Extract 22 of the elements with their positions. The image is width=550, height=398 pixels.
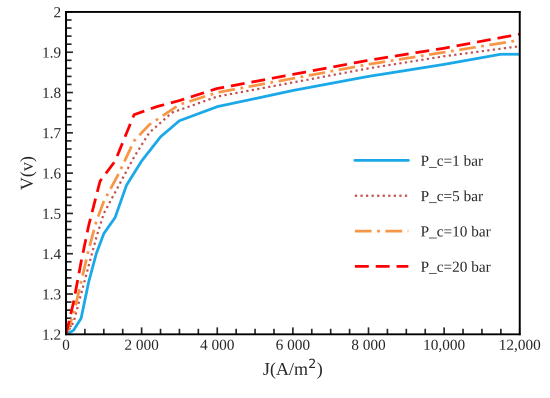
x-tick-label: 0 <box>62 340 70 350</box>
y-tick-label: 1.6 <box>43 168 61 179</box>
legend-label: P_c=5 bar <box>421 190 483 204</box>
y-tick-label: 1.3 <box>43 289 61 300</box>
x-tick-label: 6 000 <box>276 340 310 350</box>
y-tick-label: 1.7 <box>43 128 61 138</box>
x-tick-label: 4 000 <box>200 340 234 350</box>
legend-label: P_c=10 bar <box>421 226 491 238</box>
y-tick-label: 1.9 <box>43 47 61 58</box>
x-tick-label: 10,000 <box>424 340 465 352</box>
x-tick-label: 8 000 <box>352 340 386 350</box>
legend-label: P_c=20 bar <box>421 261 491 274</box>
y-tick-label: 1.4 <box>43 248 61 260</box>
y-axis-title: V(v) <box>20 156 36 190</box>
x-axis-title: J(A/m$^{2}$) <box>263 358 322 379</box>
y-tick-label: 1.8 <box>43 88 61 98</box>
legend-label: P_c=1 bar <box>421 155 483 168</box>
y-tick-label: 1.2 <box>43 330 60 340</box>
x-tick-label: 12,000 <box>500 340 540 352</box>
y-tick-label: 2 <box>54 7 60 18</box>
y-tick-label: 1.5 <box>43 208 61 219</box>
x-tick-label: 2 000 <box>125 340 158 350</box>
